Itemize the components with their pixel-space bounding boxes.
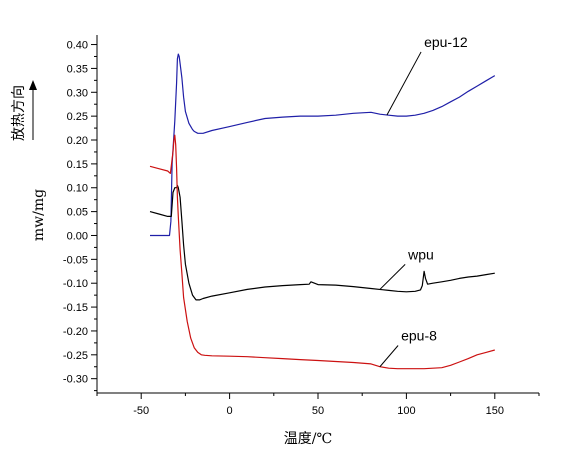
y-tick-label: 0.05 bbox=[67, 207, 88, 219]
y-tick-label: -0.05 bbox=[63, 254, 88, 266]
series-line-wpu bbox=[149, 184, 495, 301]
y-tick-label: -0.25 bbox=[63, 350, 88, 362]
x-tick-label: 0 bbox=[227, 405, 233, 417]
y-tick-label: -0.30 bbox=[63, 374, 88, 386]
x-axis-title: 温度/℃ bbox=[284, 431, 332, 447]
y-tick-label: 0.30 bbox=[67, 87, 88, 99]
y-tick-label: -0.10 bbox=[63, 278, 88, 290]
y-tick-label: -0.20 bbox=[63, 326, 88, 338]
y-tick-label: 0.20 bbox=[67, 135, 88, 147]
x-tick-label: 50 bbox=[312, 405, 324, 417]
x-tick-label: 100 bbox=[397, 405, 415, 417]
series-label-wpu: wpu bbox=[407, 246, 434, 262]
x-tick-label: 150 bbox=[486, 405, 504, 417]
y-tick-label: 0.00 bbox=[67, 230, 88, 242]
series-label-epu-8: epu-8 bbox=[401, 327, 437, 343]
y-tick-label: 0.40 bbox=[67, 40, 88, 52]
y-axis-title: mw/mg bbox=[31, 189, 47, 241]
annotation-leader-line bbox=[386, 51, 422, 116]
y-tick-label: 0.35 bbox=[67, 63, 88, 75]
exotherm-arrow-head bbox=[29, 80, 37, 90]
exotherm-direction-label: 放热方向 bbox=[11, 85, 27, 141]
series-label-epu-12: epu-12 bbox=[424, 34, 468, 50]
y-tick-label: 0.25 bbox=[67, 111, 88, 123]
x-tick-label: -50 bbox=[133, 405, 149, 417]
series-layer bbox=[149, 53, 496, 370]
series-line-epu-12 bbox=[150, 53, 496, 237]
annotation-leader-line bbox=[379, 345, 399, 368]
annotation-layer: epu-12 wpu epu-8 bbox=[379, 34, 468, 368]
annotation-leader-line bbox=[379, 263, 406, 290]
axes: -50 0 50 100 150 0.40 0.35 0.30 0.25 0.20 0.15 0.10… bbox=[63, 35, 540, 417]
series-line-epu-8 bbox=[149, 134, 495, 370]
y-tick-label: 0.15 bbox=[67, 159, 88, 171]
exotherm-direction-indicator: 放热方向 bbox=[11, 80, 37, 141]
y-tick-label: 0.10 bbox=[67, 183, 88, 195]
y-tick-label: -0.15 bbox=[63, 302, 88, 314]
